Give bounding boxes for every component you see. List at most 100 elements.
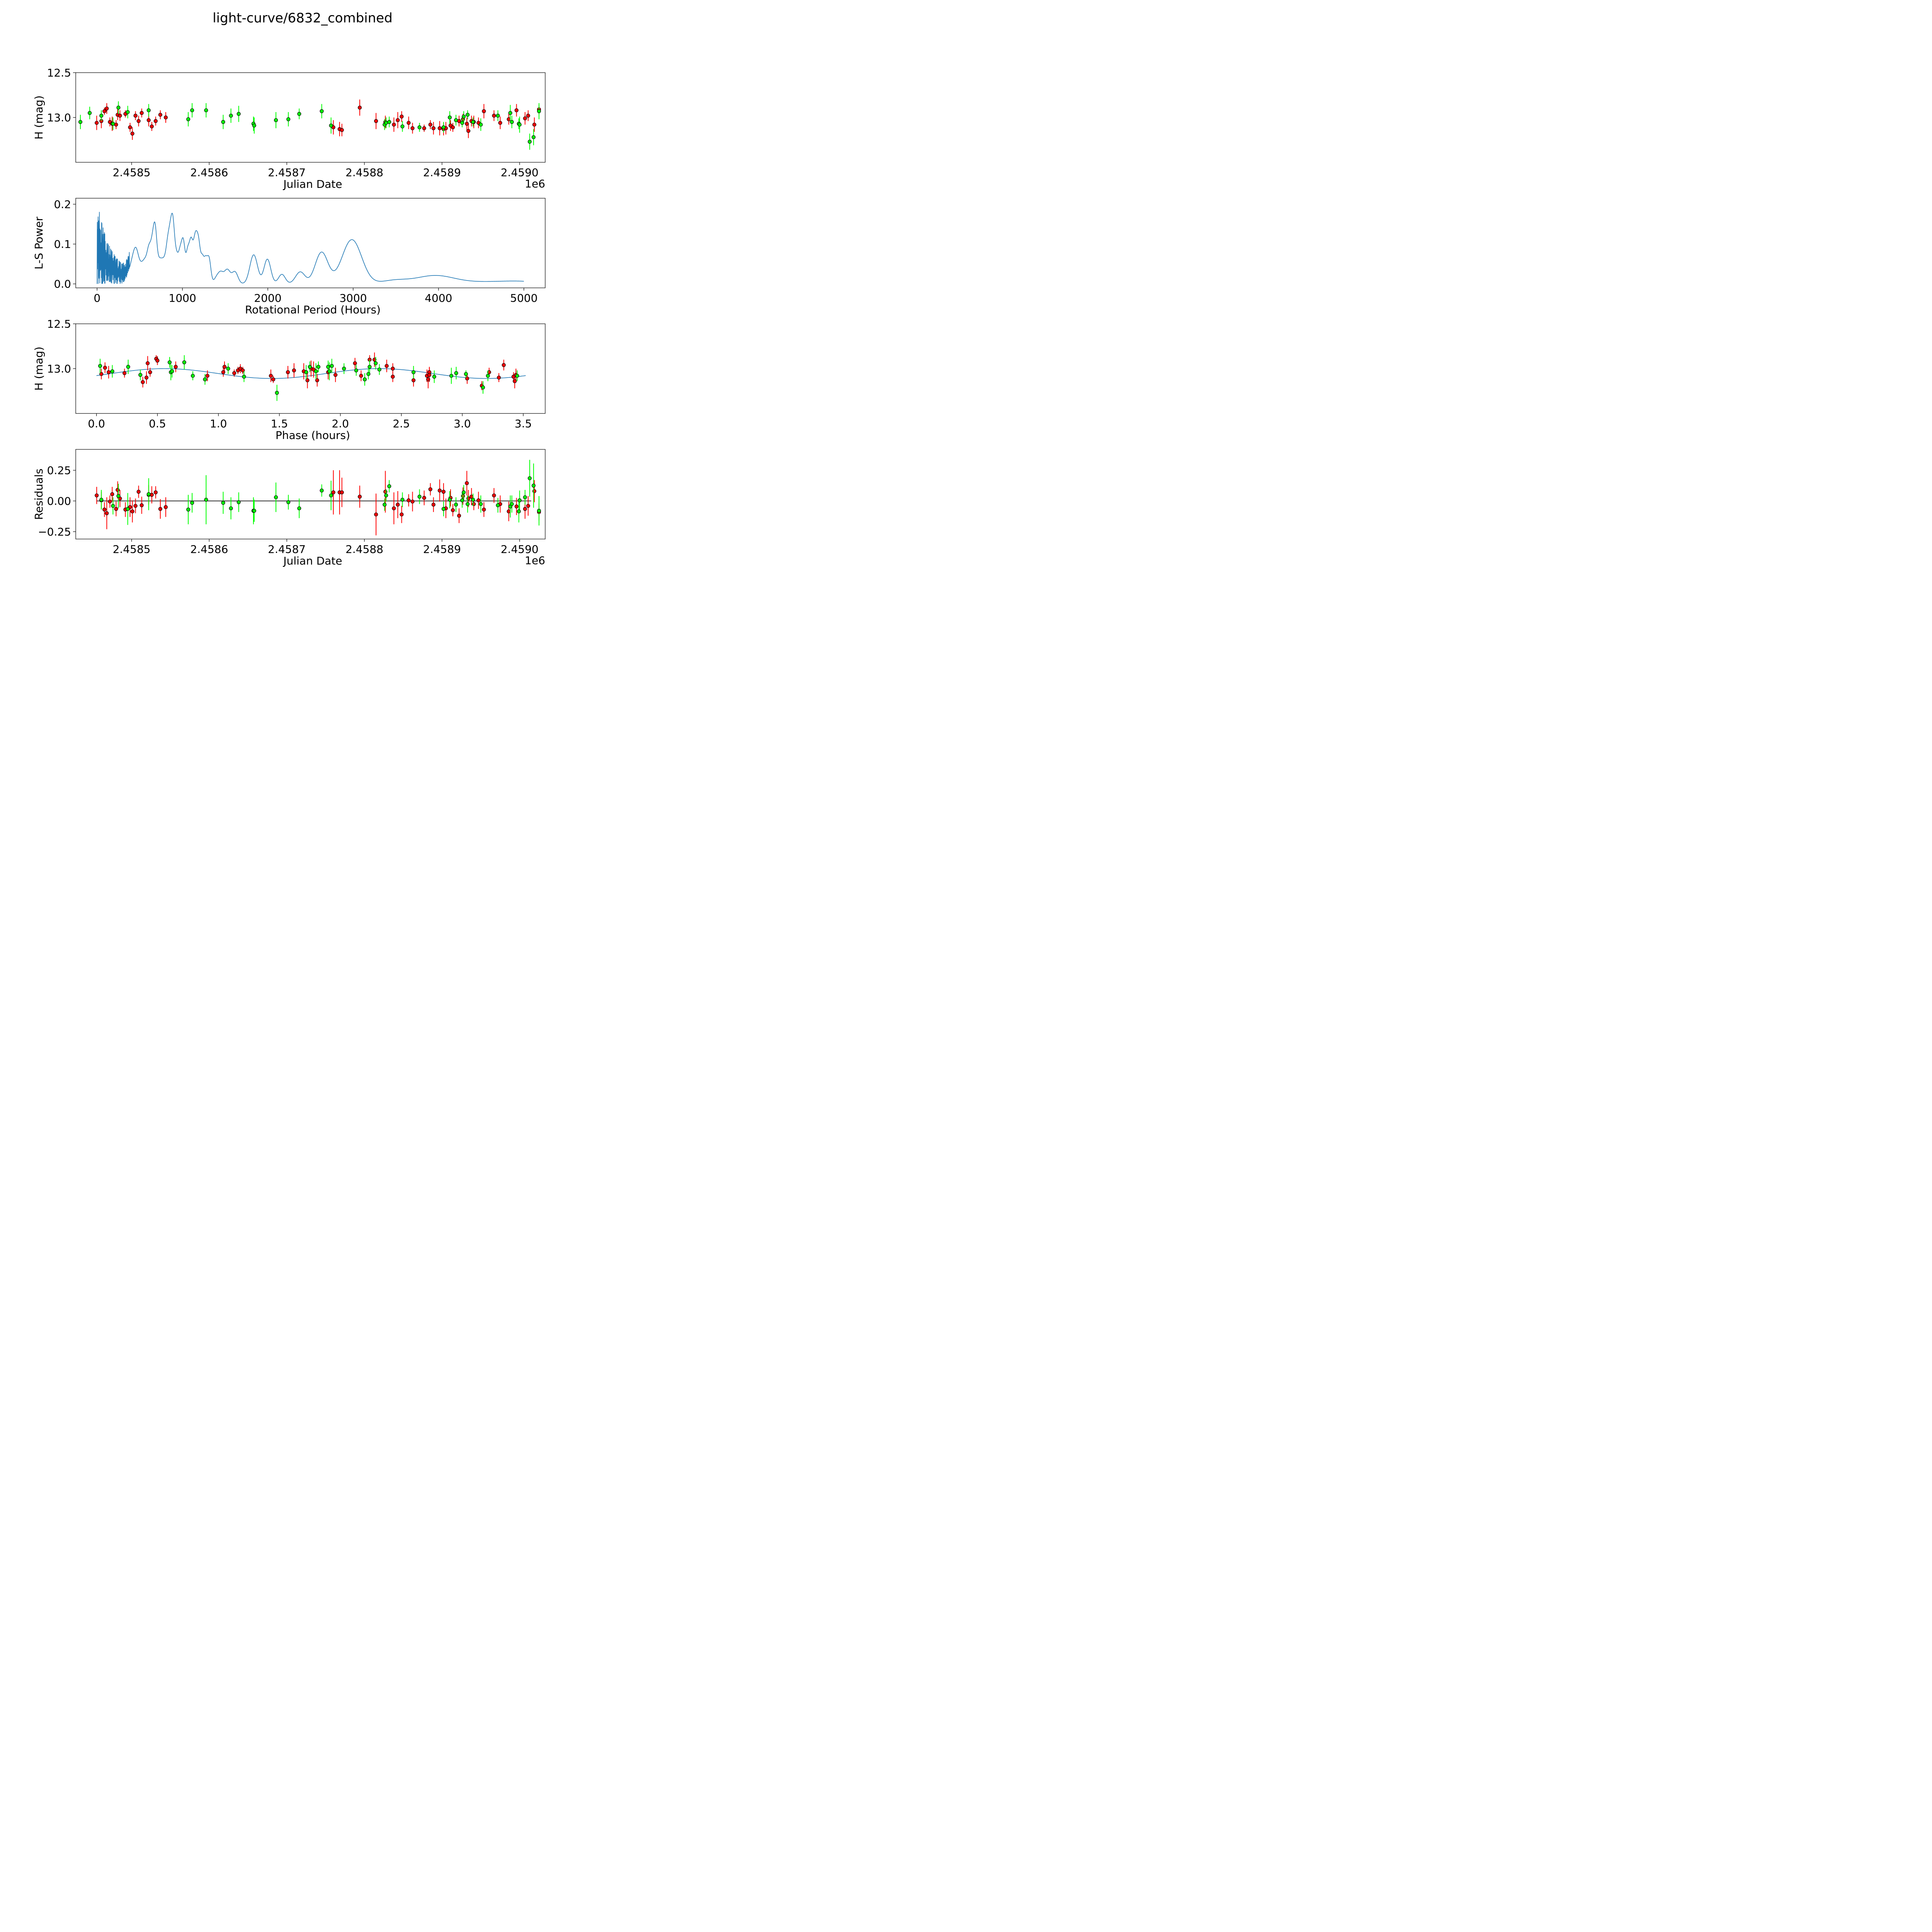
red-data-point (269, 374, 273, 378)
red-data-point (150, 124, 154, 129)
green-data-point (138, 373, 143, 377)
x-tick-label: 2.4589 (423, 166, 461, 179)
red-data-point (461, 494, 465, 498)
red-data-point (163, 505, 168, 509)
green-data-point (479, 502, 483, 506)
axes-frame (75, 323, 546, 414)
red-data-point (396, 118, 400, 122)
red-data-point (410, 126, 415, 130)
green-data-point (510, 502, 514, 506)
red-data-point (133, 504, 138, 508)
red-data-point (359, 374, 363, 378)
x-axis-label: Julian Date (282, 178, 342, 190)
green-data-point (190, 108, 194, 112)
green-data-point (447, 498, 452, 502)
red-data-point (133, 114, 138, 118)
red-data-point (331, 490, 335, 495)
green-data-point (186, 507, 190, 512)
green-data-point (297, 112, 301, 116)
red-data-point (139, 503, 144, 507)
green-data-point (182, 360, 186, 364)
red-data-point (406, 121, 411, 125)
y-axis-label: H (mag) (32, 347, 45, 391)
red-data-point (396, 502, 400, 507)
y-tick-label: 13.0 (47, 111, 71, 124)
green-data-point (111, 504, 115, 508)
x-tick-label: 1.5 (271, 417, 288, 430)
green-data-point (454, 118, 458, 122)
red-data-point (523, 116, 527, 121)
x-tick-label: 2.4589 (423, 543, 461, 556)
x-tick-label: 0 (94, 292, 100, 304)
green-data-point (464, 372, 468, 376)
green-data-point (454, 502, 458, 507)
y-tick-label: 12.5 (47, 66, 71, 79)
red-data-point (158, 112, 163, 117)
red-data-point (492, 493, 496, 498)
green-data-point (400, 124, 405, 129)
red-data-point (110, 492, 114, 497)
red-data-point (374, 512, 378, 517)
green-data-point (496, 114, 500, 118)
x-tick-label: 0.0 (88, 417, 105, 430)
green-data-point (99, 114, 104, 118)
green-data-point (417, 125, 422, 129)
red-data-point (410, 499, 415, 504)
green-data-point (460, 498, 464, 502)
green-data-point (515, 374, 519, 378)
green-data-point (126, 365, 130, 369)
x-tick-label: 2.4587 (268, 166, 306, 179)
green-data-point (354, 368, 358, 372)
red-data-point (466, 129, 471, 133)
red-data-point (122, 371, 127, 375)
green-data-point (242, 374, 246, 379)
x-tick-label: 4000 (425, 292, 452, 304)
red-data-point (99, 372, 104, 376)
green-data-point (98, 364, 102, 368)
green-data-point (517, 498, 522, 502)
green-data-point (329, 123, 333, 128)
red-data-point (153, 490, 158, 495)
x-tick-label: 3000 (339, 292, 367, 304)
green-data-point (111, 122, 115, 126)
red-data-point (107, 370, 111, 374)
x-tick-label: 1.0 (210, 417, 227, 430)
phased-lightcurve-panel: 0.0 0.5 1.0 1.5 2.0 2.5 3.0 3.5 12.5 13.0 Phase (h… (32, 318, 546, 442)
green-data-point (496, 503, 500, 507)
residuals-panel: 2.4585 2.4586 2.4587 2.4588 2.4589 2.4590 −0.2… (32, 449, 546, 567)
green-data-point (481, 385, 485, 389)
green-data-point (190, 501, 194, 505)
x-tick-label: 2.4585 (113, 166, 151, 179)
red-data-point (353, 361, 357, 366)
red-data-point (146, 118, 151, 122)
red-data-point (392, 506, 396, 510)
green-data-point (146, 108, 151, 112)
x-tick-label: 2.4585 (113, 543, 151, 556)
red-data-point (357, 495, 362, 499)
x-tick-label: 1000 (169, 292, 196, 304)
green-data-point (466, 502, 470, 506)
x-tick-label: 2.0 (332, 417, 349, 430)
red-data-point (205, 374, 209, 378)
red-data-point (384, 364, 389, 368)
red-data-point (426, 377, 430, 381)
x-axis-label: Phase (hours) (276, 429, 350, 442)
red-data-point (136, 490, 141, 494)
green-data-point (367, 365, 372, 369)
green-data-point (286, 500, 291, 504)
red-data-point (465, 122, 469, 126)
green-data-point (146, 492, 151, 497)
y-tick-label: 0.00 (47, 495, 71, 507)
red-data-point (130, 131, 134, 136)
red-data-point (428, 122, 432, 127)
red-data-point (400, 114, 404, 119)
green-data-point (190, 374, 195, 378)
green-data-point (116, 105, 121, 110)
red-data-point (292, 368, 296, 372)
figure-title: light-curve/6832_combined (213, 10, 393, 26)
y-axis-label: L-S Power (32, 216, 45, 269)
green-data-point (377, 367, 381, 372)
red-data-point (232, 371, 236, 375)
red-data-point (482, 507, 486, 512)
red-data-point (465, 481, 469, 485)
